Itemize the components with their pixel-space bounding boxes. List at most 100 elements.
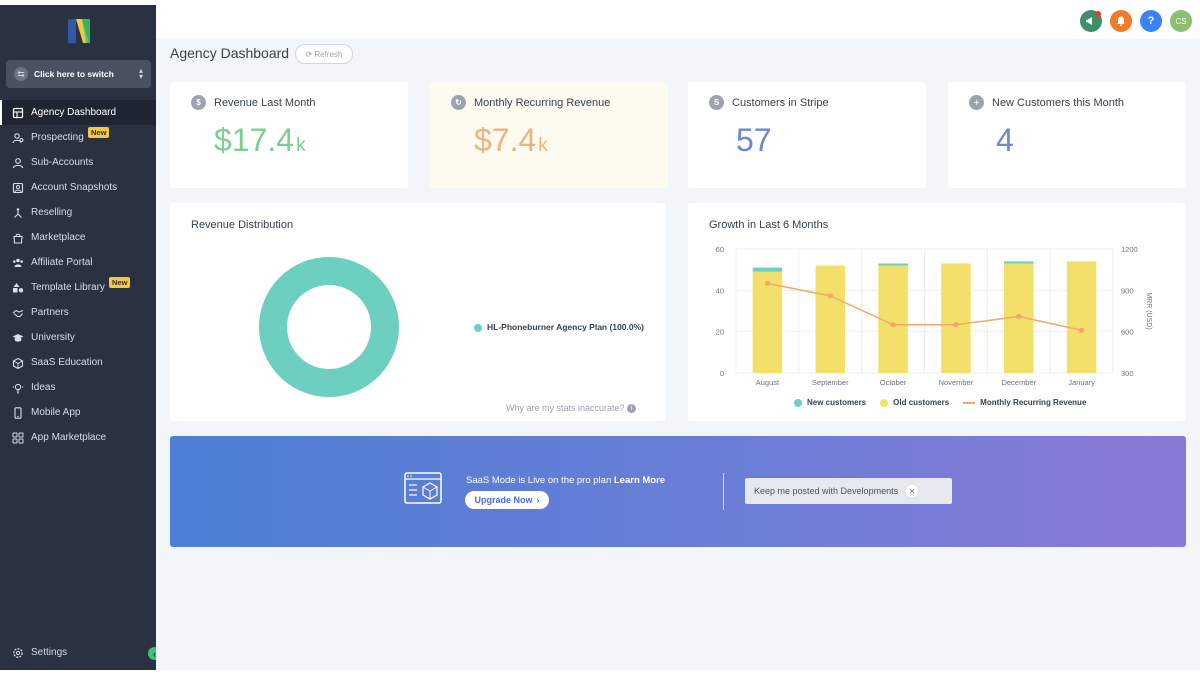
stat-card-mrr: ↻ Monthly Recurring Revenue $7.4 k [430,82,668,188]
legend-item-new-customers[interactable]: New customers [794,398,866,407]
sidebar-item-agency-dashboard[interactable]: Agency Dashboard [0,100,156,125]
new-badge: New [109,277,131,288]
topbar: ? CS [156,5,1200,39]
bar-old-customers [941,263,971,373]
template-icon [13,282,24,292]
notifications-button[interactable] [1110,10,1132,32]
stat-label: Customers in Stripe [732,96,829,109]
user-icon [12,157,24,168]
sidebar-item-settings[interactable]: Settings [0,640,156,665]
refresh-button[interactable]: ⟳ Refresh [295,44,353,64]
sidebar-item-label: Ideas [31,382,56,393]
stat-number: 4 [996,122,1014,158]
bar-old-customers [878,265,908,373]
learn-more-link[interactable]: Learn More [613,475,666,486]
stat-label: Revenue Last Month [214,96,316,109]
legend-label: HL-Phoneburner Agency Plan (100.0%) [487,322,644,332]
donut-legend-item: HL-Phoneburner Agency Plan (100.0%) [474,322,644,332]
sidebar-item-sub-accounts[interactable]: Sub-Accounts [0,150,156,175]
stats-inaccurate-link[interactable]: Why are my stats inaccurate? i [506,403,637,414]
app-grid-icon [12,432,24,443]
legend-item-old-customers[interactable]: Old customers [880,398,949,407]
avatar-initials: CS [1175,16,1187,26]
mrr-point [1016,313,1022,320]
mobile-icon [14,406,22,419]
refresh-icon: ⟳ [305,49,313,59]
growth-bar-line-chart: 0 20 40 60 300 600 900 1200 August September Octob… [716,245,1152,387]
legend-label: Monthly Recurring Revenue [980,398,1087,407]
agency-logo[interactable] [65,16,93,46]
legend-swatch [474,323,482,332]
sidebar-item-reselling[interactable]: Reselling [0,200,156,225]
y2-tick-label: 900 [1121,286,1134,295]
new-user-icon: + [969,95,984,110]
graduation-cap-icon [12,333,24,342]
sidebar-item-label: SaaS Education [31,357,103,368]
sidebar-item-label: Account Snapshots [31,182,118,193]
keep-posted-label: Keep me posted with Developments [754,486,899,496]
sidebar-item-affiliate-portal[interactable]: Affiliate Portal [0,250,156,275]
bar-old-customers [752,271,783,373]
banner-message: SaaS Mode is Live on the pro plan Learn … [466,475,665,486]
legend-swatch [880,398,889,407]
page-title: Agency Dashboard [170,45,290,61]
gear-icon [13,647,23,658]
affiliate-icon [13,258,23,267]
y2-tick-label: 600 [1121,328,1134,337]
announcement-button[interactable] [1080,10,1102,32]
sidebar-item-saas-education[interactable]: SaaS Education [0,350,156,375]
user-avatar[interactable]: CS [1170,10,1192,32]
y2-axis-label: MRR (USD) [1145,292,1152,329]
x-tick-label: August [756,378,780,387]
bell-icon [1117,16,1125,27]
bar-new-customers [1003,261,1034,264]
stat-number: 57 [736,122,772,158]
refresh-label: Refresh [314,49,343,59]
banner-text: SaaS Mode is Live on the pro plan [466,475,612,486]
legend-swatch-line [963,401,976,404]
mrr-point [953,322,959,328]
mrr-point [1078,327,1085,333]
handshake-icon [12,309,24,317]
sidebar-item-label: Marketplace [31,232,86,243]
sidebar-item-marketplace[interactable]: Marketplace [0,225,156,250]
sidebar-item-prospecting[interactable]: Prospecting New [0,125,156,150]
donut-slice[interactable] [259,257,399,397]
bar-old-customers [1066,261,1097,373]
sidebar-item-ideas[interactable]: Ideas [0,375,156,400]
help-button[interactable]: ? [1140,10,1162,32]
sidebar-item-template-library[interactable]: Template Library New [0,275,156,300]
chevron-right-icon: › [536,495,540,505]
sidebar-item-label: University [31,332,75,343]
sidebar-item-app-marketplace[interactable]: App Marketplace [0,425,156,450]
notification-dot [1095,11,1101,17]
recurring-icon: ↻ [451,95,466,110]
stat-value: $7.4 k [474,122,548,159]
keep-posted-chip[interactable]: Keep me posted with Developments ✕ [745,478,952,504]
saas-education-icon [12,357,24,369]
mrr-line [767,282,1082,332]
info-icon: i [627,404,637,414]
main-content: Agency Dashboard ⟳ Refresh $ Revenue Last… [156,39,1200,670]
y-tick-label: 20 [716,328,724,337]
sidebar-item-partners[interactable]: Partners [0,300,156,325]
settings-label: Settings [31,647,68,658]
sidebar-item-label: Sub-Accounts [31,157,94,168]
megaphone-icon [1086,17,1092,25]
x-tick-label: December [1001,378,1036,387]
footer-text: Why are my stats inaccurate? [506,403,625,413]
switcher-label: Click here to switch [34,69,114,79]
account-switcher[interactable]: ⇆ Click here to switch ▴ ▾ [6,60,151,88]
reselling-icon [14,207,22,218]
stat-value: $17.4 k [214,122,306,159]
sidebar-item-account-snapshots[interactable]: Account Snapshots [0,175,156,200]
mrr-point [827,293,833,299]
legend-item-mrr[interactable]: Monthly Recurring Revenue [963,398,1086,407]
upgrade-now-button[interactable]: Upgrade Now › [465,491,549,509]
close-icon[interactable]: ✕ [906,485,919,497]
revenue-distribution-card: Revenue Distribution HL-Phoneburner Agen… [170,203,666,421]
sidebar-item-label: Affiliate Portal [31,257,93,268]
sidebar-item-mobile-app[interactable]: Mobile App [0,400,156,425]
bar-new-customers [752,267,783,272]
sidebar-item-university[interactable]: University [0,325,156,350]
